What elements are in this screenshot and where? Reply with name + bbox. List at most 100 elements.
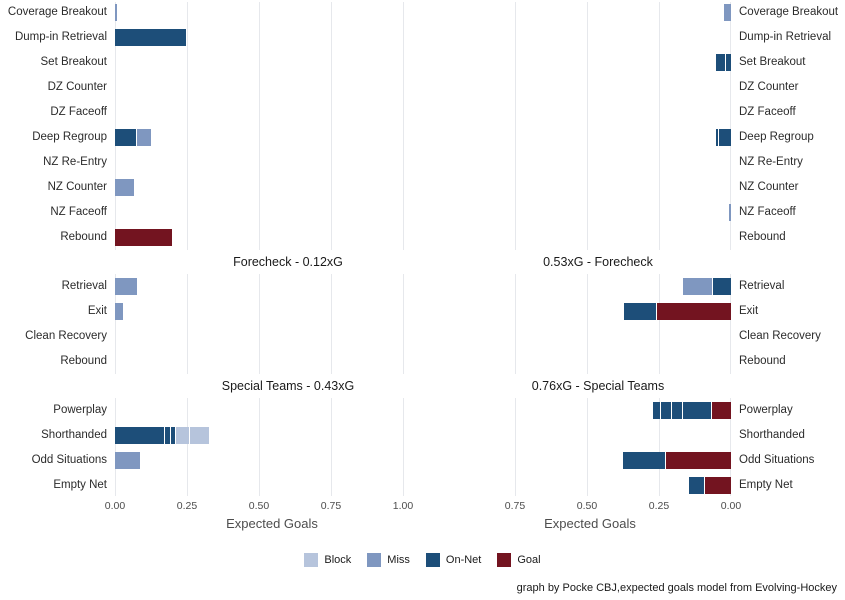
chart-row: NZ Re-Entry NZ Re-Entry (0, 150, 845, 175)
row-label-left: Set Breakout (40, 56, 107, 68)
legend-item: Miss (367, 553, 410, 567)
row-label-left: Coverage Breakout (7, 6, 107, 18)
right-bar-track (465, 423, 731, 448)
left-bar-track (115, 150, 461, 175)
gridline (187, 2, 188, 496)
legend-item: Goal (497, 553, 541, 567)
left-bar-track (115, 324, 461, 349)
chart-row: Exit Exit (0, 299, 845, 324)
right-bar-track (465, 299, 731, 324)
right-bar-track (465, 349, 731, 374)
legend-swatch-onnet (425, 553, 440, 567)
bar-segment-miss (115, 179, 135, 196)
left-bar-track (115, 125, 461, 150)
left-bar-track (115, 349, 461, 374)
bar-segment-onnet (165, 427, 170, 444)
legend-swatch-miss (367, 553, 382, 567)
gridline (587, 2, 588, 496)
legend-swatch-block (304, 553, 319, 567)
right-bar-track (465, 324, 731, 349)
gridline (659, 2, 660, 496)
row-label-right: Powerplay (739, 404, 793, 416)
bar-segment-onnet (719, 129, 731, 146)
left-bar-track (115, 274, 461, 299)
row-label-left: Powerplay (53, 404, 107, 416)
chart-row: Rebound Rebound (0, 225, 845, 250)
row-label-left: Deep Regroup (32, 131, 107, 143)
row-label-right: Coverage Breakout (739, 6, 839, 18)
bar-segment-onnet (688, 477, 704, 494)
left-bar-track (115, 25, 461, 50)
right-bar-track (465, 200, 731, 225)
row-label-left: Odd Situations (31, 454, 107, 466)
bar-segment-miss (723, 4, 731, 21)
right-bar-track (465, 225, 731, 250)
facet-label-right: 0.76xG - Special Teams (531, 379, 665, 393)
chart-row: NZ Faceoff NZ Faceoff (0, 200, 845, 225)
gridline (115, 2, 116, 496)
x-tick-label: 0.50 (248, 500, 270, 512)
row-label-right: Empty Net (739, 479, 793, 491)
row-label-right: Set Breakout (739, 56, 806, 68)
right-bar-track (465, 150, 731, 175)
facet-label-left: Forecheck - 0.12xG (233, 255, 343, 269)
legend-item: Block (304, 553, 351, 567)
row-label-right: Shorthanded (739, 429, 805, 441)
chart-row: DZ Counter DZ Counter (0, 75, 845, 100)
row-label-left: DZ Counter (47, 81, 107, 93)
chart-row: NZ Counter NZ Counter (0, 175, 845, 200)
left-bar-track (115, 448, 461, 473)
chart-row: Odd Situations Odd Situations (0, 448, 845, 473)
row-label-left: Exit (87, 305, 107, 317)
row-label-left: DZ Faceoff (50, 106, 107, 118)
right-bar-track (465, 100, 731, 125)
row-label-left: Empty Net (53, 479, 107, 491)
row-label-right: Retrieval (739, 280, 785, 292)
row-label-right: NZ Re-Entry (739, 156, 803, 168)
chart-row: Empty Net Empty Net (0, 473, 845, 498)
bar-segment-onnet (652, 402, 661, 419)
bar-segment-onnet (170, 427, 175, 444)
legend-label: On-Net (445, 554, 482, 566)
left-bar-track (115, 100, 461, 125)
left-bar-track (115, 0, 461, 25)
bar-segment-miss (115, 278, 138, 295)
row-label-right: Rebound (739, 355, 786, 367)
right-bar-track (465, 473, 731, 498)
x-tick-label: 0.25 (648, 500, 670, 512)
facet-strip: Forecheck - 0.12xG 0.53xG - Forecheck (0, 250, 845, 274)
bar-segment-onnet (115, 29, 186, 46)
right-bar-track (465, 125, 731, 150)
left-bar-track (115, 473, 461, 498)
bar-segment-onnet (624, 303, 657, 320)
right-bar-track (465, 175, 731, 200)
x-tick-label: 0.00 (104, 500, 126, 512)
bar-segment-onnet (115, 129, 136, 146)
chart-rows: Coverage Breakout Coverage Breakout Dump-i… (0, 0, 845, 498)
row-label-right: Clean Recovery (739, 330, 821, 342)
x-tick-label: 0.25 (176, 500, 198, 512)
right-bar-track (465, 274, 731, 299)
x-axis-titles: Expected Goals Expected Goals (0, 513, 845, 535)
row-label-left: Shorthanded (41, 429, 107, 441)
bar-segment-miss (115, 4, 117, 21)
row-label-left: NZ Re-Entry (43, 156, 107, 168)
bar-segment-goal (115, 229, 172, 246)
facet-label-right: 0.53xG - Forecheck (543, 255, 653, 269)
row-label-right: DZ Counter (739, 81, 799, 93)
bar-segment-miss (683, 278, 713, 295)
bar-segment-goal (665, 452, 731, 469)
x-tick-label: 0.50 (576, 500, 598, 512)
legend-label: Miss (387, 554, 410, 566)
x-tick-label: 0.75 (504, 500, 526, 512)
bar-segment-onnet (622, 452, 665, 469)
row-label-right: Exit (739, 305, 759, 317)
row-label-right: DZ Faceoff (739, 106, 796, 118)
legend-item: On-Net (425, 553, 482, 567)
chart-row: Shorthanded Shorthanded (0, 423, 845, 448)
bar-segment-miss (136, 129, 152, 146)
x-axis-ticks: 0.00 0.25 0.50 0.75 1.00 0.75 0.50 0.25 0.00 (0, 498, 845, 513)
chart-row: DZ Faceoff DZ Faceoff (0, 100, 845, 125)
legend: Block Miss On-Net Goal (0, 553, 845, 567)
